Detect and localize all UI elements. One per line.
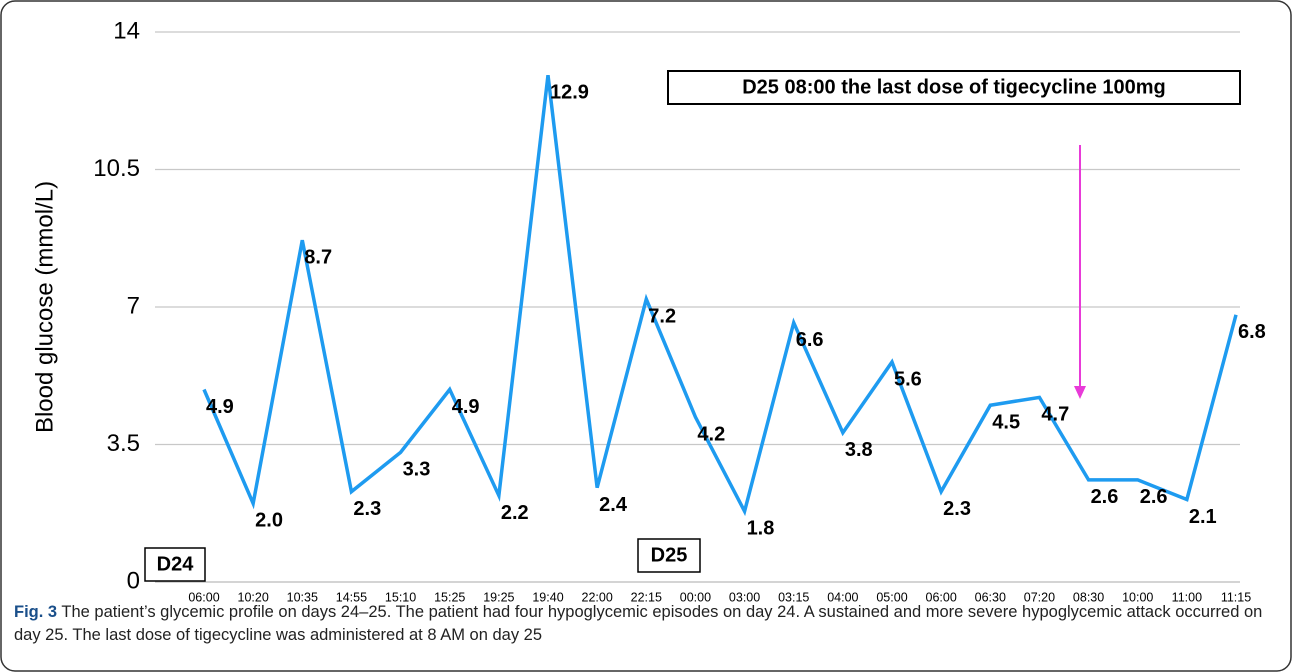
x-tick-label: 10:00 (1122, 590, 1153, 604)
x-tick-label: 04:00 (827, 590, 858, 604)
caption: Fig. 3 The patient’s glycemic profile on… (14, 601, 1264, 647)
data-label: 4.7 (1041, 404, 1069, 426)
data-label: 4.9 (206, 396, 234, 418)
x-tick-label: 06:00 (926, 590, 957, 604)
caption-label: Fig. 3 (14, 603, 58, 621)
x-tick-label: 11:00 (1172, 590, 1202, 604)
x-tick-label: 03:15 (778, 590, 809, 604)
y-axis-label: Blood glucose (mmol/L) (31, 181, 58, 433)
data-label: 1.8 (747, 518, 775, 540)
y-tick-label: 0 (127, 567, 140, 594)
day-label: D25 (651, 544, 688, 566)
line (202, 75, 1238, 517)
x-tick-label: 15:10 (385, 590, 416, 604)
x-tick-label: 14:55 (336, 590, 367, 604)
y-tick-label: 7 (127, 292, 140, 319)
x-tick-label: 03:00 (729, 590, 760, 604)
x-tick-label: 11:15 (1221, 590, 1251, 604)
annotation: D25 08:00 the last dose of tigecycline 1… (742, 76, 1166, 98)
y-tick-label: 3.5 (107, 430, 140, 457)
data-label: 4.5 (992, 411, 1020, 433)
x-tick-label: 19:25 (483, 590, 514, 604)
data-label: 8.7 (304, 246, 332, 268)
data-label: 4.2 (697, 423, 725, 445)
data-label: 2.6 (1091, 486, 1119, 508)
x-tick-label: 06:30 (975, 590, 1006, 604)
data-label: 2.4 (599, 494, 628, 516)
data-label: 7.2 (648, 305, 676, 327)
x-tick-label: 22:15 (631, 590, 662, 604)
x-tick-label: 08:30 (1073, 590, 1104, 604)
x-tick-label: 19:40 (532, 590, 563, 604)
data-label: 3.3 (403, 459, 431, 481)
x-tick-label: 07:20 (1024, 590, 1055, 604)
y-tick-label: 10.5 (93, 155, 140, 182)
data-label: 2.2 (501, 502, 529, 524)
caption-text: The patient’s glycemic profile on days 2… (14, 603, 1263, 644)
data-label: 2.3 (943, 498, 971, 520)
data-label: 2.0 (255, 510, 283, 532)
x-tick-label: 10:20 (238, 590, 269, 604)
data-label: 6.6 (796, 329, 824, 351)
day-box (637, 538, 701, 573)
data-label: 12.9 (550, 81, 589, 103)
x-tick-label: 06:00 (188, 590, 219, 604)
x-tick-label: 00:00 (680, 590, 711, 604)
x-tick-label: 10:35 (287, 590, 318, 604)
x-tick-label: 05:00 (876, 590, 907, 604)
data-label: 2.6 (1140, 486, 1168, 508)
y-tick-label: 14 (113, 17, 140, 44)
data-label: 2.3 (353, 498, 381, 520)
data-label: 2.1 (1189, 506, 1217, 528)
x-tick-label: 15:25 (434, 590, 465, 604)
data-label: 5.6 (894, 368, 922, 390)
arrow-head (1074, 386, 1086, 399)
day-box (144, 547, 206, 582)
data-label: 4.9 (452, 396, 480, 418)
x-tick-label: 22:00 (582, 590, 613, 604)
day-label: D24 (157, 553, 195, 575)
data-label: 3.8 (845, 439, 873, 461)
annotation-box (667, 70, 1241, 105)
data-label: 6.8 (1238, 321, 1266, 343)
